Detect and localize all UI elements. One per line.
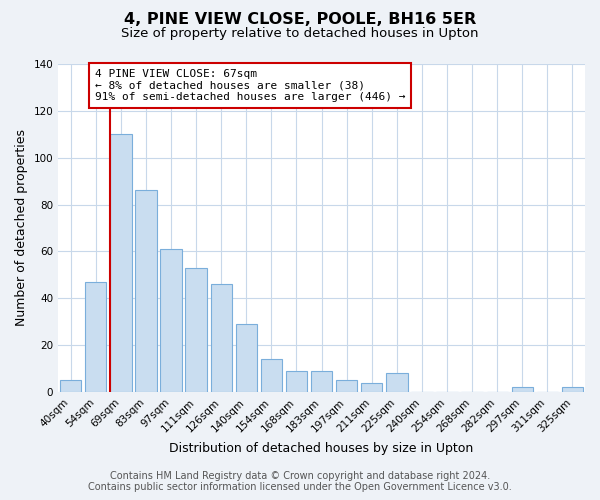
- Bar: [110, 134, 131, 392]
- Bar: [562, 388, 583, 392]
- Bar: [85, 282, 106, 392]
- Bar: [386, 373, 407, 392]
- Bar: [286, 371, 307, 392]
- Bar: [361, 382, 382, 392]
- Bar: [211, 284, 232, 392]
- Bar: [261, 359, 282, 392]
- Text: 4, PINE VIEW CLOSE, POOLE, BH16 5ER: 4, PINE VIEW CLOSE, POOLE, BH16 5ER: [124, 12, 476, 28]
- Bar: [185, 268, 207, 392]
- Y-axis label: Number of detached properties: Number of detached properties: [15, 130, 28, 326]
- Text: 4 PINE VIEW CLOSE: 67sqm
← 8% of detached houses are smaller (38)
91% of semi-de: 4 PINE VIEW CLOSE: 67sqm ← 8% of detache…: [95, 69, 406, 102]
- Bar: [311, 371, 332, 392]
- Bar: [236, 324, 257, 392]
- X-axis label: Distribution of detached houses by size in Upton: Distribution of detached houses by size …: [169, 442, 474, 455]
- Bar: [336, 380, 358, 392]
- Bar: [160, 249, 182, 392]
- Text: Contains HM Land Registry data © Crown copyright and database right 2024.
Contai: Contains HM Land Registry data © Crown c…: [88, 471, 512, 492]
- Bar: [512, 388, 533, 392]
- Bar: [136, 190, 157, 392]
- Text: Size of property relative to detached houses in Upton: Size of property relative to detached ho…: [121, 28, 479, 40]
- Bar: [60, 380, 82, 392]
